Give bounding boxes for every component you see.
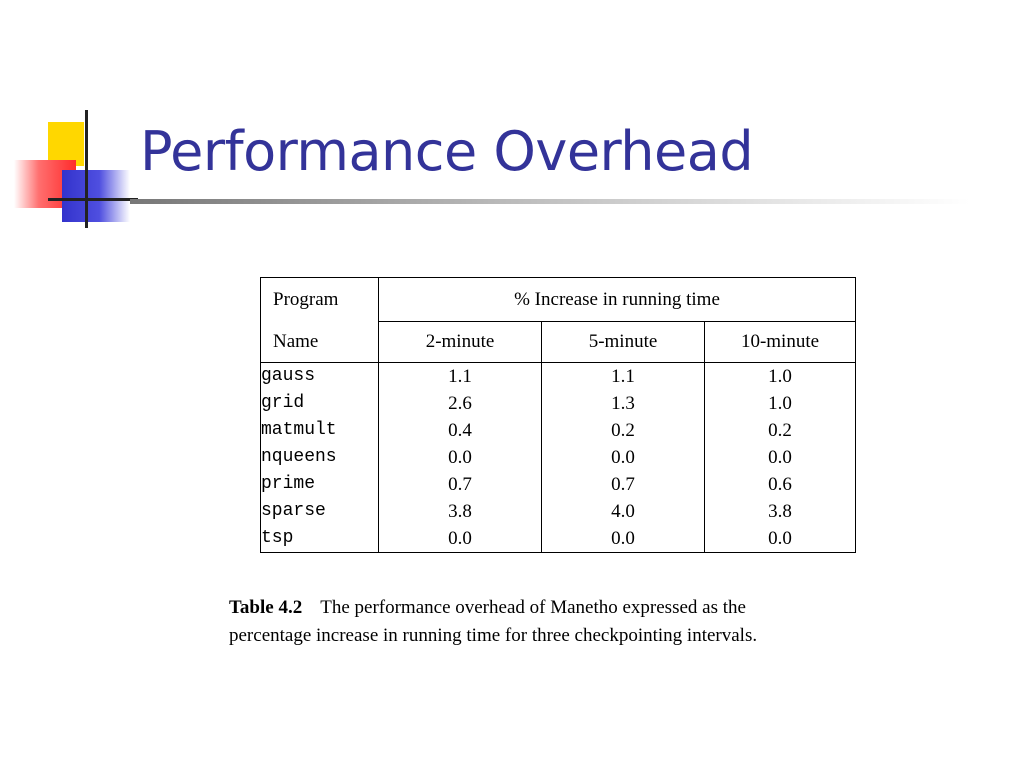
value-cell: 0.0 <box>611 447 635 468</box>
value-cell: 0.0 <box>768 528 792 549</box>
slide-title: Performance Overhead <box>140 120 754 183</box>
program-name: tsp <box>261 528 294 548</box>
program-name: matmult <box>261 420 337 440</box>
program-name: gauss <box>261 366 316 386</box>
value-cell: 0.2 <box>768 420 792 441</box>
value-cell: 0.4 <box>448 420 472 441</box>
value-cell: 0.7 <box>448 474 472 495</box>
value-cell: 4.0 <box>611 501 635 522</box>
value-cell: 0.7 <box>611 474 635 495</box>
table-header-row-2: Name 2-minute 5-minute 10-minute <box>260 321 856 363</box>
value-cell: 0.6 <box>768 474 792 495</box>
title-underline <box>130 199 970 204</box>
value-cell: 0.2 <box>611 420 635 441</box>
logo-horizontal-line <box>48 198 138 201</box>
value-cell: 0.0 <box>448 528 472 549</box>
program-name: prime <box>261 474 316 494</box>
program-name: grid <box>261 393 305 413</box>
value-cell: 0.0 <box>448 447 472 468</box>
header-name: Name <box>260 321 379 363</box>
header-increase-group: % Increase in running time <box>378 277 856 322</box>
logo-yellow-square <box>48 122 84 166</box>
value-cell: 1.3 <box>611 393 635 414</box>
value-cell: 1.0 <box>768 393 792 414</box>
slide-logo-decoration <box>0 0 150 240</box>
header-10-minute: 10-minute <box>704 321 856 363</box>
program-name: nqueens <box>261 447 337 467</box>
performance-table: Program % Increase in running time Name … <box>260 277 856 553</box>
header-program: Program <box>260 277 379 322</box>
value-cell: 3.8 <box>768 501 792 522</box>
caption-line-1: The performance overhead of Manetho expr… <box>320 597 746 618</box>
values-10-minute-column: 1.0 1.0 0.2 0.0 0.6 3.8 0.0 <box>705 363 856 553</box>
value-cell: 2.6 <box>448 393 472 414</box>
value-cell: 1.1 <box>611 366 635 387</box>
program-names-column: gauss grid matmult nqueens prime sparse … <box>260 362 379 553</box>
caption-line-2: percentage increase in running time for … <box>229 625 758 646</box>
table-caption: Table 4.2 The performance overhead of Man… <box>229 594 909 650</box>
program-name: sparse <box>261 501 326 521</box>
logo-vertical-line <box>85 110 88 228</box>
header-5-minute: 5-minute <box>541 321 705 363</box>
value-cell: 3.8 <box>448 501 472 522</box>
value-cell: 1.1 <box>448 366 472 387</box>
values-2-minute-column: 1.1 2.6 0.4 0.0 0.7 3.8 0.0 <box>378 362 542 553</box>
table-body-row: gauss grid matmult nqueens prime sparse … <box>260 362 856 553</box>
value-cell: 0.0 <box>611 528 635 549</box>
value-cell: 0.0 <box>768 447 792 468</box>
caption-label: Table 4.2 <box>229 597 303 618</box>
value-cell: 1.0 <box>768 366 792 387</box>
table-header-row-1: Program % Increase in running time <box>260 277 856 322</box>
header-2-minute: 2-minute <box>378 321 542 363</box>
logo-blue-square <box>62 170 130 222</box>
values-5-minute-column: 1.1 1.3 0.2 0.0 0.7 4.0 0.0 <box>541 362 705 553</box>
